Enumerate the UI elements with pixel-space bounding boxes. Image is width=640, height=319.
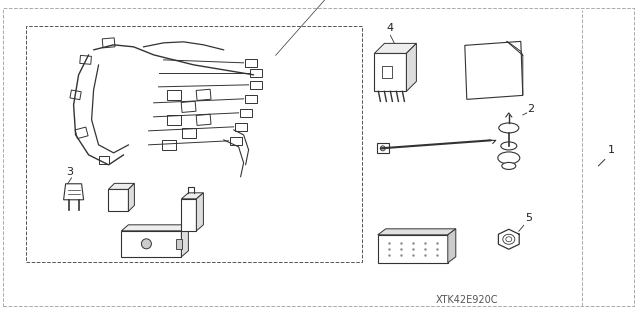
Bar [26,26,362,262]
Polygon shape [235,123,246,131]
Text: 5: 5 [525,213,532,223]
Polygon shape [374,53,406,91]
Polygon shape [250,69,262,77]
Polygon shape [161,140,175,150]
Polygon shape [244,95,257,103]
Polygon shape [166,115,180,125]
Polygon shape [181,101,196,112]
Polygon shape [122,225,188,231]
Polygon shape [196,114,211,125]
Polygon shape [63,184,84,200]
Polygon shape [181,225,188,257]
Ellipse shape [503,234,515,244]
Polygon shape [80,56,92,64]
Text: 1: 1 [608,145,614,155]
Polygon shape [181,199,196,231]
Polygon shape [250,81,262,89]
Polygon shape [166,90,180,100]
Bar [177,239,182,249]
Text: 3: 3 [66,167,73,177]
Text: XTK42E920C: XTK42E920C [436,295,499,305]
Polygon shape [108,183,134,189]
Text: 2: 2 [527,104,534,114]
Polygon shape [377,143,388,153]
Polygon shape [182,128,196,138]
Polygon shape [406,43,417,91]
Polygon shape [181,193,204,199]
Circle shape [380,146,385,151]
Circle shape [141,239,152,249]
Polygon shape [196,89,211,100]
Polygon shape [102,38,115,48]
Polygon shape [108,189,129,211]
Ellipse shape [501,142,517,150]
Polygon shape [465,41,523,100]
Polygon shape [448,229,456,263]
Ellipse shape [499,123,519,133]
Text: 4: 4 [387,23,394,33]
Ellipse shape [506,237,512,242]
Ellipse shape [498,152,520,164]
Polygon shape [129,183,134,211]
Polygon shape [75,127,88,139]
Polygon shape [196,193,204,231]
Bar [383,66,392,78]
Polygon shape [244,59,257,67]
Polygon shape [378,235,448,263]
Polygon shape [99,156,109,164]
Polygon shape [230,137,242,145]
Polygon shape [122,231,181,257]
Polygon shape [378,229,456,235]
Polygon shape [70,90,81,100]
Polygon shape [239,109,252,117]
Polygon shape [374,43,417,53]
Ellipse shape [502,162,516,169]
